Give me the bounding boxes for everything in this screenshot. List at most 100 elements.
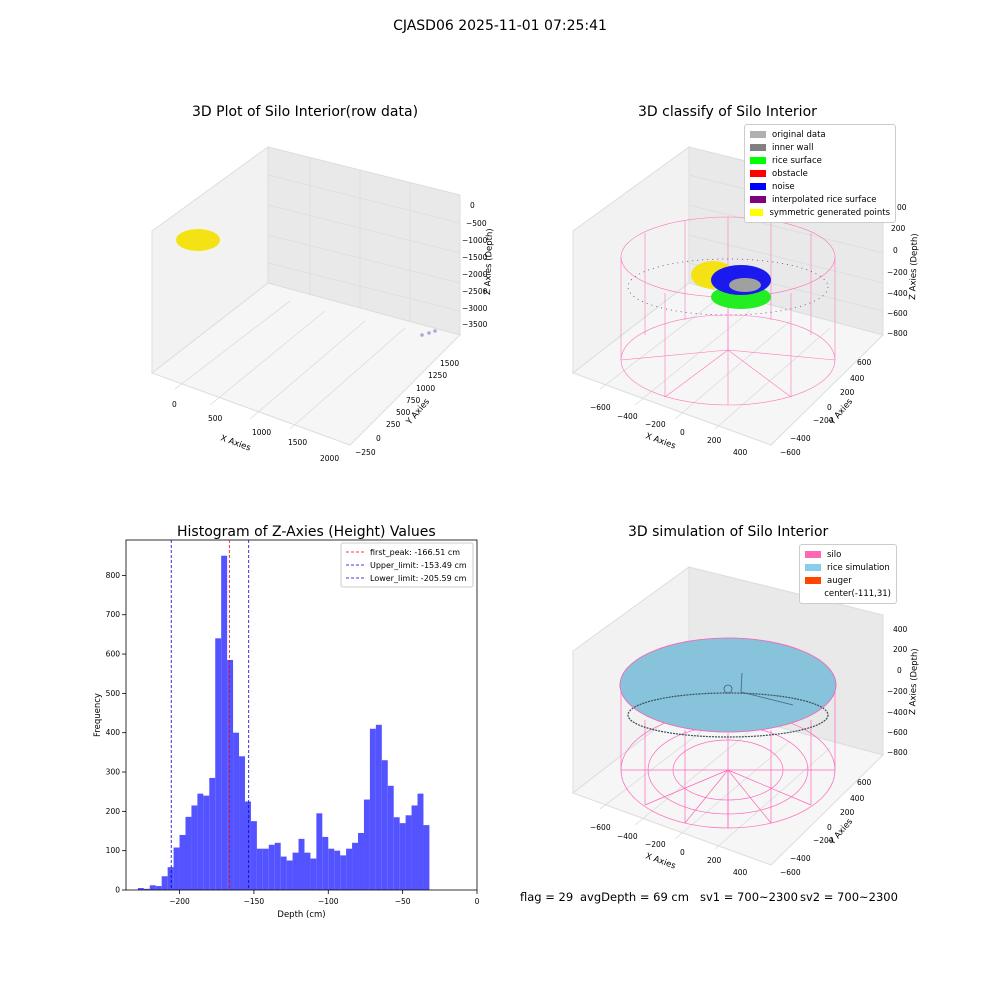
raw-ztick: −1000 (462, 236, 488, 245)
histogram-bar (244, 801, 251, 890)
classify-xtick: −400 (617, 412, 638, 421)
histogram-bar (233, 732, 240, 890)
x-tick-label: −150 (244, 897, 265, 906)
simulation-rice-underside (627, 692, 829, 738)
raw-ytick: −250 (355, 448, 376, 457)
classify-ztick: 0 (893, 246, 898, 255)
histogram-bar (340, 855, 347, 890)
classify-interpolated-surface (627, 258, 829, 316)
histogram-bar (185, 816, 192, 890)
raw-zlabel: Z Axies (Depth) (483, 228, 495, 295)
raw-ztick: 0 (470, 201, 475, 210)
raw-3d-grid (174, 157, 461, 430)
raw-ztick: −3000 (462, 304, 488, 313)
legend-item: noise (750, 180, 890, 193)
histogram-bar (173, 847, 180, 890)
classify-ytick: 400 (850, 374, 865, 383)
simulation-ytick: 600 (857, 778, 872, 787)
histogram-bar (298, 838, 305, 890)
simulation-ytick: 400 (850, 794, 865, 803)
classify-xtick: −600 (590, 403, 611, 412)
classify-ztick: −200 (887, 268, 908, 277)
y-tick-label: 600 (106, 650, 121, 659)
classify-panel-title: 3D classify of Silo Interior (638, 104, 817, 120)
simulation-xtick: −200 (645, 840, 666, 849)
classify-3d-axes: −600 −400 −200 0 200 400 −600 −400 −200 … (571, 146, 920, 457)
simulation-xtick: 0 (680, 848, 685, 857)
histogram-bar (197, 793, 204, 890)
simulation-ylabel: Y Axies (827, 817, 855, 848)
simulation-ytick: −400 (790, 854, 811, 863)
histogram-bar (417, 793, 424, 890)
classify-ytick: 0 (827, 403, 832, 412)
histogram-bar (411, 805, 418, 890)
raw-xtick: 0 (172, 400, 177, 409)
simulation-zlabel: Z Axies (Depth) (908, 648, 920, 715)
legend-swatch (750, 196, 766, 203)
histogram-title: Histogram of Z-Axies (Height) Values (177, 524, 436, 540)
raw-xtick: 500 (208, 414, 223, 423)
classify-ztick: 00 (897, 203, 907, 212)
histogram-bar (250, 821, 257, 890)
y-tick-label: 0 (115, 886, 120, 895)
histogram-bar (191, 805, 198, 890)
histogram-bar (209, 777, 216, 890)
classify-xtick: 0 (680, 428, 685, 437)
classify-ytick: −200 (813, 416, 834, 425)
histogram-xlabel: Depth (cm) (277, 910, 325, 920)
classify-legend: original data inner wall rice surface ob… (744, 124, 896, 223)
simulation-ytick: −600 (780, 868, 801, 877)
simulation-ztick: 400 (893, 625, 908, 634)
simulation-ztick: −600 (887, 728, 908, 737)
histogram-bar (322, 836, 329, 890)
classify-ztick: −800 (887, 329, 908, 338)
histogram-bar (334, 850, 341, 890)
y-tick-label: 700 (106, 610, 121, 619)
raw-ytick: 250 (386, 420, 401, 429)
histogram-bar (227, 659, 234, 890)
histogram-bar (310, 858, 317, 890)
histogram-bar (399, 823, 406, 890)
y-tick-label: 100 (106, 846, 121, 855)
histogram-bar (387, 785, 394, 890)
classify-ytick: −600 (780, 448, 801, 457)
classify-xtick: 200 (707, 436, 722, 445)
histogram-bar (286, 860, 293, 890)
legend-swatch (805, 564, 821, 571)
histogram-chart: −200 −150 −100 −50 0 0 100 200 300 400 500 600 700 80… (93, 539, 480, 920)
raw-ytick: 750 (406, 396, 421, 405)
classify-ztick: −600 (887, 309, 908, 318)
histogram-bar (203, 795, 210, 890)
classify-original-data (729, 278, 761, 292)
x-tick-label: −50 (395, 897, 411, 906)
classify-ytick: 200 (840, 388, 855, 397)
raw-ztick: −500 (466, 219, 487, 228)
y-tick-label: 800 (106, 571, 121, 580)
histogram-bar (423, 825, 430, 890)
simulation-ytick: 0 (827, 823, 832, 832)
simulation-ztick: −800 (887, 748, 908, 757)
raw-ztick: −2000 (462, 270, 488, 279)
legend-swatch (805, 551, 821, 558)
legend-item: rice simulation (805, 561, 891, 574)
histogram-bar (280, 856, 287, 890)
raw-panel-title: 3D Plot of Silo Interior(row data) (192, 104, 419, 120)
legend-swatch (750, 209, 764, 216)
status-avg-depth: avgDepth = 69 cm (580, 890, 689, 904)
histogram-bar (405, 815, 412, 890)
simulation-ytick: 200 (840, 808, 855, 817)
raw-3d-panes (150, 146, 461, 446)
status-sv2: sv2 = 700~2300 (800, 890, 898, 904)
simulation-ytick: −200 (813, 836, 834, 845)
histogram-bar (215, 638, 222, 890)
simulation-panel-title: 3D simulation of Silo Interior (628, 524, 829, 540)
histogram-bar (369, 728, 376, 890)
legend-item: original data (750, 128, 890, 141)
histogram-bar (143, 888, 150, 890)
legend-item: auger (805, 574, 891, 587)
histogram-bar (167, 867, 174, 890)
histogram-bar (381, 760, 388, 890)
legend-item: rice surface (750, 154, 890, 167)
classify-ytick: −400 (790, 434, 811, 443)
legend-item: symmetric generated points (750, 206, 890, 219)
